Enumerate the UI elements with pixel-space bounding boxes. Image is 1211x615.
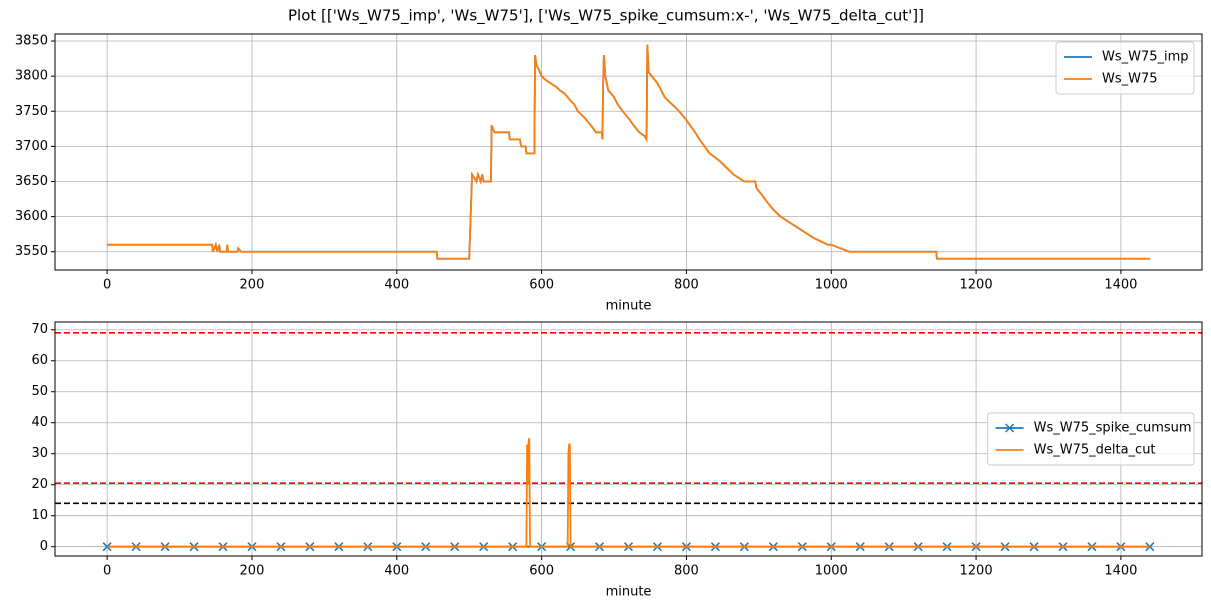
x-tick-label: 600 <box>529 278 554 293</box>
series-line <box>107 438 1150 548</box>
series-line <box>107 44 1150 260</box>
x-tick-label: 1000 <box>815 278 848 293</box>
y-tick-label: 20 <box>31 477 48 492</box>
y-tick-label: 3600 <box>15 209 48 224</box>
x-tick-label: 800 <box>674 278 699 293</box>
x-tick-label: 400 <box>384 278 409 293</box>
legend-label: Ws_W75 <box>1102 72 1158 87</box>
y-tick-label: 50 <box>31 384 48 399</box>
y-tick-label: 10 <box>31 508 48 523</box>
y-tick-label: 70 <box>31 322 48 337</box>
y-tick-label: 3700 <box>15 139 48 154</box>
x-tick-label: 400 <box>384 564 409 579</box>
y-tick-label: 60 <box>31 353 48 368</box>
figure-title: Plot [['Ws_W75_imp', 'Ws_W75'], ['Ws_W75… <box>288 7 924 26</box>
x-tick-label: 800 <box>674 564 699 579</box>
y-tick-label: 3650 <box>15 174 48 189</box>
x-tick-label: 0 <box>103 278 111 293</box>
y-tick-label: 30 <box>31 446 48 461</box>
x-tick-label: 1000 <box>815 564 848 579</box>
x-tick-label: 1200 <box>960 278 993 293</box>
y-tick-label: 40 <box>31 415 48 430</box>
x-axis-label: minute <box>606 585 652 600</box>
x-tick-label: 200 <box>240 278 265 293</box>
legend-label: Ws_W75_imp <box>1102 50 1189 65</box>
x-tick-label: 600 <box>529 564 554 579</box>
y-tick-label: 3800 <box>15 69 48 84</box>
x-tick-label: 1200 <box>960 564 993 579</box>
x-tick-label: 1400 <box>1104 564 1137 579</box>
legend-box <box>1055 41 1195 95</box>
y-tick-label: 3750 <box>15 104 48 119</box>
y-tick-label: 3550 <box>15 244 48 259</box>
legend-label: Ws_W75_delta_cut <box>1034 443 1156 458</box>
x-tick-label: 0 <box>103 564 111 579</box>
y-tick-label: 0 <box>40 539 48 554</box>
legend-box <box>987 412 1195 466</box>
marker <box>102 542 112 552</box>
x-tick-label: 200 <box>240 564 265 579</box>
x-tick-label: 1400 <box>1104 278 1137 293</box>
y-tick-label: 3850 <box>15 34 48 49</box>
legend-marker <box>1005 423 1015 433</box>
axes-frame <box>54 33 1203 271</box>
axes-frame <box>54 321 1203 557</box>
legend-label: Ws_W75_spike_cumsum <box>1034 421 1192 436</box>
x-axis-label: minute <box>606 299 652 314</box>
